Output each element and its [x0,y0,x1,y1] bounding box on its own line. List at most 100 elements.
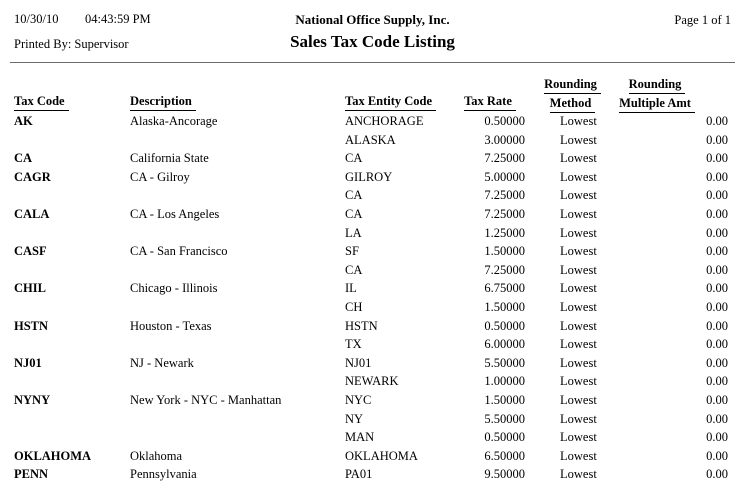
tax-rate-cell: 1.50000 [484,244,525,259]
tax-rate-cell: 3.00000 [484,132,525,147]
tax-entity-code-cell: HSTN [345,318,378,333]
print-time: 04:43:59 PM [85,12,151,26]
column-header-line: Rounding [607,76,707,95]
tax-code-cell: CASF [14,244,47,259]
rounding-multiple-amt-cell: 0.00 [706,299,728,314]
description-cell [130,131,345,150]
tax-rate-cell: 6.50000 [484,448,525,463]
rounding-method-cell: Lowest [560,337,597,352]
printed-by: Printed By: Supervisor [14,37,129,51]
column-header-rounding-method: Rounding Method [525,76,620,113]
table-row: CALA CA - Los Angeles CA 7.25000 Lowest 0.00 [14,205,728,224]
rounding-multiple-amt-cell: 0.00 [706,206,728,221]
rounding-multiple-amt-cell: 0.00 [706,169,728,184]
tax-code-cell [14,335,130,354]
table-row: CA California State CA 7.25000 Lowest 0.00 [14,149,728,168]
description-cell [130,298,345,317]
tax-code-cell: NJ01 [14,355,42,370]
rounding-multiple-amt-cell: 0.00 [706,318,728,333]
tax-entity-code-cell: TX [345,337,362,352]
description-cell: CA - Los Angeles [130,206,220,221]
column-header-line: Method [525,95,620,114]
tax-entity-code-cell: CH [345,299,363,314]
table-row: CA 7.25000 Lowest 0.00 [14,186,728,205]
description-cell [130,261,345,280]
column-header-label: Tax Code [14,94,69,111]
description-cell [130,410,345,429]
description-cell [130,372,345,391]
column-header-rounding-multiple-amt: Rounding Multiple Amt [607,76,707,113]
description-cell [130,186,345,205]
tax-entity-code-cell: ANCHORAGE [345,114,424,128]
tax-rate-cell: 7.25000 [484,262,525,277]
column-header-line: Multiple Amt [607,95,707,114]
tax-code-cell [14,410,130,429]
table-row: OKLAHOMA Oklahoma OKLAHOMA 6.50000 Lowest 0.0… [14,447,728,466]
rounding-multiple-amt-cell: 0.00 [706,448,728,463]
rounding-method-cell: Lowest [560,467,597,482]
table-row: LA 1.25000 Lowest 0.00 [14,224,728,243]
tax-entity-code-cell: PA01 [345,467,373,482]
tax-entity-code-cell: NY [345,411,364,426]
tax-entity-code-cell: LA [345,225,362,240]
description-cell: CA - Gilroy [130,169,190,184]
rounding-multiple-amt-cell: 0.00 [706,244,728,259]
rounding-multiple-amt-cell: 0.00 [706,114,728,128]
table-row: CA 7.25000 Lowest 0.00 [14,261,728,280]
tax-entity-code-cell: CA [345,188,363,203]
description-cell: Alaska-Ancorage [130,114,218,128]
page-number: Page 1 of 1 [674,13,731,27]
tax-code-cell [14,298,130,317]
description-cell: Pennsylvania [130,467,197,482]
rounding-multiple-amt-cell: 0.00 [706,374,728,389]
rounding-method-cell: Lowest [560,281,597,296]
rounding-multiple-amt-cell: 0.00 [706,225,728,240]
tax-rate-cell: 7.25000 [484,206,525,221]
column-header-tax-rate: Tax Rate [455,94,525,111]
tax-code-cell: OKLAHOMA [14,448,92,463]
tax-rate-cell: 0.50000 [484,430,525,445]
rounding-multiple-amt-cell: 0.00 [706,467,728,482]
tax-code-cell [14,186,130,205]
column-header-label: Multiple Amt [619,95,695,113]
rounding-multiple-amt-cell: 0.00 [706,337,728,352]
description-cell [130,428,345,447]
description-cell: Chicago - Illinois [130,281,218,296]
tax-code-cell [14,372,130,391]
tax-code-table: AK Alaska-Ancorage ANCHORAGE 0.50000 Lowest 0… [14,112,728,484]
table-row: NYNY New York - NYC - Manhattan NYC 1.50000… [14,391,728,410]
tax-rate-cell: 5.50000 [484,411,525,426]
column-header-label: Description [130,94,196,111]
rounding-method-cell: Lowest [560,430,597,445]
header-divider [10,62,735,63]
rounding-method-cell: Lowest [560,411,597,426]
table-row: CASF CA - San Francisco SF 1.50000 Lowest 0.0… [14,242,728,261]
tax-rate-cell: 1.50000 [484,392,525,407]
rounding-method-cell: Lowest [560,318,597,333]
tax-code-cell [14,224,130,243]
rounding-method-cell: Lowest [560,188,597,203]
tax-code-cell: CALA [14,206,50,221]
tax-rate-cell: 1.00000 [484,374,525,389]
tax-rate-cell: 5.50000 [484,355,525,370]
description-cell: Oklahoma [130,448,183,463]
tax-code-cell: CAGR [14,169,51,184]
table-row: HSTN Houston - Texas HSTN 0.50000 Lowest 0.00 [14,317,728,336]
tax-entity-code-cell: OKLAHOMA [345,448,418,463]
table-row: AK Alaska-Ancorage ANCHORAGE 0.50000 Lowest 0… [14,112,728,131]
rounding-multiple-amt-cell: 0.00 [706,411,728,426]
tax-code-cell [14,261,130,280]
rounding-method-cell: Lowest [560,225,597,240]
description-cell: California State [130,151,209,166]
column-header-tax-entity-code: Tax Entity Code [345,94,437,111]
table-row: NJ01 NJ - Newark NJ01 5.50000 Lowest 0.00 [14,354,728,373]
tax-rate-cell: 0.50000 [484,318,525,333]
tax-code-cell [14,131,130,150]
tax-code-cell: CA [14,151,33,166]
tax-code-cell: PENN [14,467,49,482]
column-header-label: Tax Entity Code [345,94,437,111]
rounding-method-cell: Lowest [560,448,597,463]
rounding-method-cell: Lowest [560,262,597,277]
table-row: CHIL Chicago - Illinois IL 6.75000 Lowest 0.0… [14,279,728,298]
column-header-line: Rounding [525,76,620,95]
